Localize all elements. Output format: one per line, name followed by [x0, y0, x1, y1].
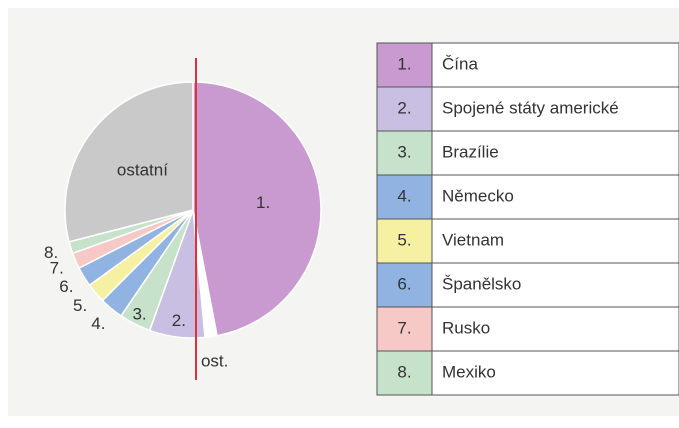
legend-cell [431, 130, 679, 176]
slice-label: 3. [132, 304, 146, 323]
legend-cell [431, 350, 679, 396]
legend-number: 7. [397, 318, 411, 337]
legend-name: Vietnam [442, 230, 504, 249]
legend-swatch [376, 130, 433, 176]
legend-cell [431, 86, 679, 132]
legend-name: Spojené státy americké [442, 98, 619, 117]
legend-number: 8. [397, 362, 411, 381]
legend-swatch [376, 262, 433, 308]
legend-number: 6. [397, 274, 411, 293]
legend-number: 4. [397, 186, 411, 205]
legend-swatch [376, 306, 433, 352]
slice-label: 6. [59, 277, 73, 296]
slice-label: ostatní [117, 160, 168, 179]
legend-number: 1. [397, 54, 411, 73]
slice-label: 2. [172, 311, 186, 330]
slice-label: 8. [44, 243, 58, 262]
legend-name: Španělsko [442, 274, 521, 293]
legend-name: Mexiko [442, 362, 496, 381]
legend-number: 2. [397, 98, 411, 117]
slice-label: 1. [256, 193, 270, 212]
pie-slice [192, 81, 322, 337]
legend-number: 3. [397, 142, 411, 161]
legend-swatch [376, 218, 433, 264]
legend-cell [431, 218, 679, 264]
legend-name: Čína [442, 54, 478, 73]
slice-label: 5. [73, 296, 87, 315]
legend-name: Brazílie [442, 142, 499, 161]
legend-cell [431, 306, 679, 352]
legend-cell [431, 42, 679, 88]
legend-name: Německo [442, 186, 514, 205]
pie-slice [64, 81, 194, 243]
slice-label: 4. [91, 314, 105, 333]
slice-label: ost. [201, 352, 228, 371]
slice-label: 7. [50, 258, 64, 277]
legend-number: 5. [397, 230, 411, 249]
legend-name: Rusko [442, 318, 490, 337]
